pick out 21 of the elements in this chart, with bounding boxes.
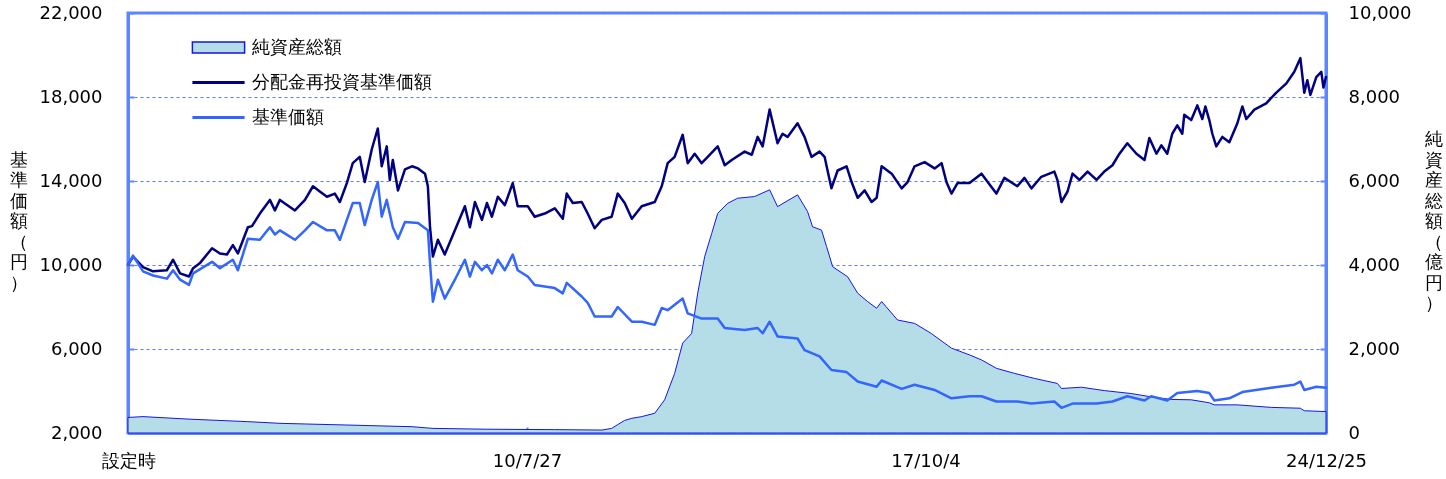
legend-label: 純資産総額: [252, 35, 342, 57]
y-tick-label: 22,000: [39, 1, 103, 23]
legend-label: 基準価額: [252, 105, 324, 127]
y2-tick-label: 0: [1348, 421, 1360, 443]
y-tick-label: 10,000: [39, 253, 103, 275]
text: 純資産総額（億円）: [1424, 128, 1443, 314]
legend-label: 分配金再投資基準価額: [252, 70, 432, 92]
x-tick-label: 10/7/27: [492, 449, 563, 471]
y2-tick-label: 4,000: [1348, 253, 1401, 275]
y-tick-label: 6,000: [50, 337, 103, 359]
y-tick-label: 2,000: [50, 421, 103, 443]
y2-tick-label: 10,000: [1348, 1, 1412, 23]
y2-tick-label: 8,000: [1348, 85, 1401, 107]
x-tick-label: 17/10/4: [891, 449, 961, 471]
y2-tick-label: 6,000: [1348, 169, 1401, 191]
y2-tick-label: 2,000: [1348, 337, 1401, 359]
x-tick-label: 24/12/25: [1286, 449, 1367, 471]
y-tick-label: 18,000: [39, 85, 103, 107]
x-tick-label: 設定時: [101, 449, 156, 471]
y-axis-title: 基準価額（円）: [9, 148, 28, 293]
y-tick-label: 14,000: [39, 169, 103, 191]
